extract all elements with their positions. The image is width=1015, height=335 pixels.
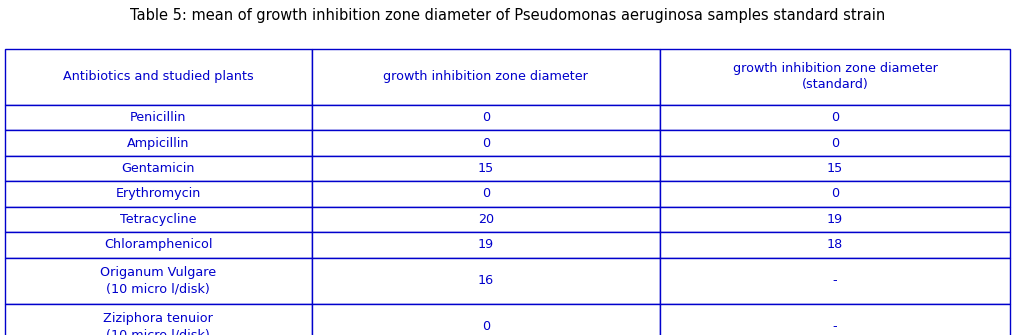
Text: 19: 19 [478, 239, 494, 251]
Bar [5, 105, 312, 130]
Text: growth inhibition zone diameter: growth inhibition zone diameter [384, 70, 589, 83]
Bar [5, 181, 312, 207]
Bar [312, 207, 660, 232]
Bar [312, 49, 660, 105]
Text: 19: 19 [827, 213, 843, 226]
Text: Chloramphenicol: Chloramphenicol [105, 239, 212, 251]
Text: 0: 0 [831, 111, 839, 124]
Bar [5, 207, 312, 232]
Bar [312, 258, 660, 304]
Bar [5, 232, 312, 258]
Bar [5, 258, 312, 304]
Bar [660, 207, 1010, 232]
Bar [660, 130, 1010, 156]
Text: 16: 16 [478, 274, 494, 287]
Text: Origanum Vulgare
(10 micro l/disk): Origanum Vulgare (10 micro l/disk) [100, 266, 216, 295]
Bar [660, 304, 1010, 335]
Text: 0: 0 [482, 321, 490, 333]
Text: Ziziphora tenuior
(10 micro l/disk): Ziziphora tenuior (10 micro l/disk) [104, 312, 213, 335]
Text: 0: 0 [831, 188, 839, 200]
Bar [5, 304, 312, 335]
Text: Erythromycin: Erythromycin [116, 188, 201, 200]
Bar [312, 156, 660, 181]
Text: 20: 20 [478, 213, 494, 226]
Text: Table 5: mean of growth inhibition zone diameter of Pseudomonas aeruginosa sampl: Table 5: mean of growth inhibition zone … [130, 8, 885, 23]
Bar [5, 156, 312, 181]
Text: Ampicillin: Ampicillin [127, 137, 190, 149]
Text: 0: 0 [482, 137, 490, 149]
Text: 0: 0 [482, 111, 490, 124]
Text: 15: 15 [827, 162, 843, 175]
Bar [660, 232, 1010, 258]
Text: growth inhibition zone diameter
(standard): growth inhibition zone diameter (standar… [733, 62, 938, 91]
Text: Tetracycline: Tetracycline [120, 213, 197, 226]
Text: Gentamicin: Gentamicin [122, 162, 195, 175]
Bar [660, 181, 1010, 207]
Bar [660, 156, 1010, 181]
Text: -: - [832, 274, 837, 287]
Bar [660, 105, 1010, 130]
Text: Antibiotics and studied plants: Antibiotics and studied plants [63, 70, 254, 83]
Text: 0: 0 [482, 188, 490, 200]
Bar [660, 258, 1010, 304]
Bar [660, 49, 1010, 105]
Bar [312, 181, 660, 207]
Text: Penicillin: Penicillin [130, 111, 187, 124]
Text: 15: 15 [478, 162, 494, 175]
Bar [312, 304, 660, 335]
Text: 18: 18 [827, 239, 843, 251]
Bar [312, 130, 660, 156]
Bar [5, 49, 312, 105]
Text: -: - [832, 321, 837, 333]
Text: 0: 0 [831, 137, 839, 149]
Bar [5, 130, 312, 156]
Bar [312, 105, 660, 130]
Bar [312, 232, 660, 258]
